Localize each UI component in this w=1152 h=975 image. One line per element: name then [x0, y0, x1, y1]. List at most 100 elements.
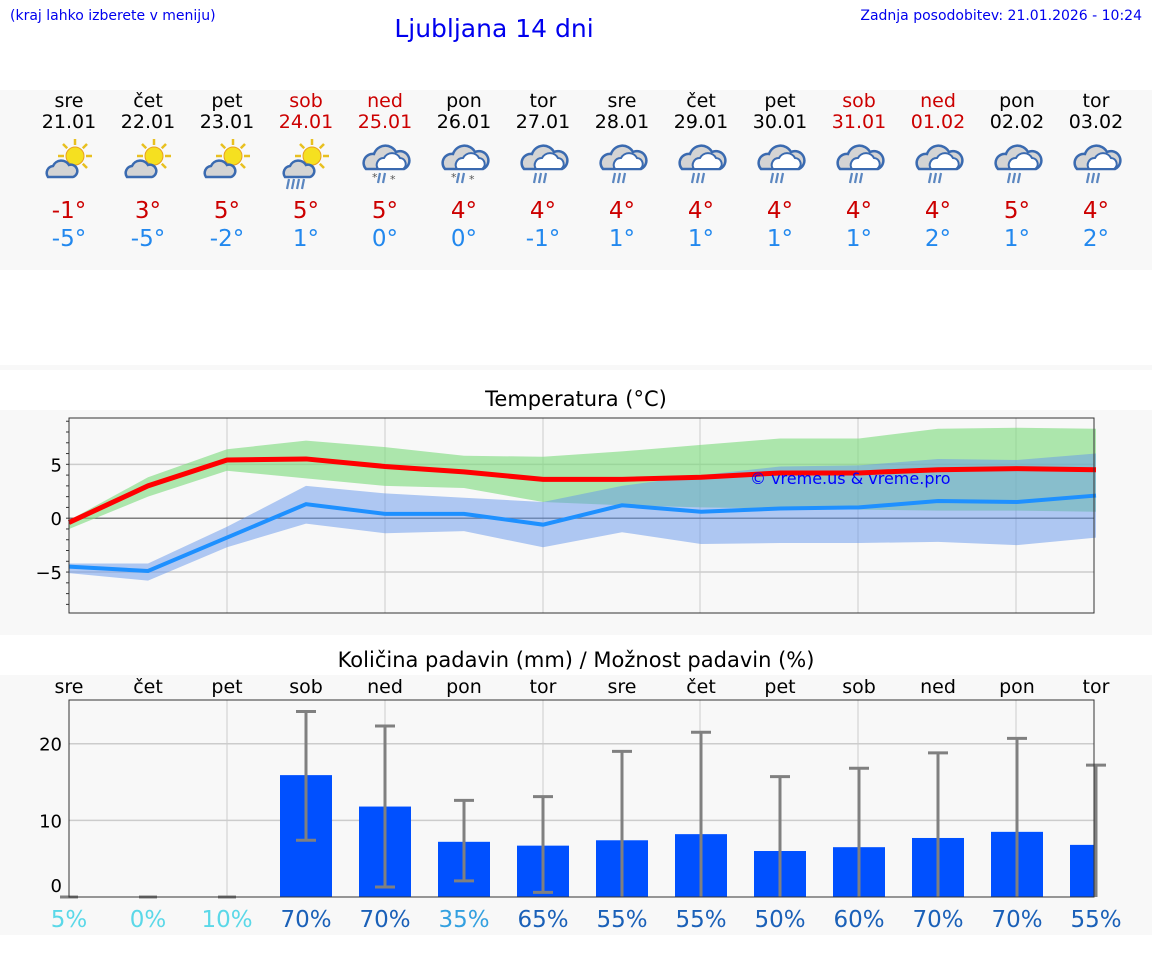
min-temp-line: [68, 493, 1097, 574]
precipitation-chart-title: Količina padavin (mm) / Možnost padavin …: [337, 648, 815, 672]
error-bar: [928, 751, 948, 897]
max-temp: 4°: [845, 198, 873, 224]
x-day-label: ned: [920, 676, 956, 698]
day-date: 31.01: [831, 111, 887, 133]
day-date: 26.01: [436, 111, 492, 133]
x-day-label: pon: [446, 676, 482, 698]
day-date: 30.01: [752, 111, 808, 133]
plot-frame: [68, 699, 1095, 898]
precip-probability: 55%: [675, 907, 726, 933]
cloud-rain-icon: [520, 144, 569, 184]
min-temp: 2°: [1082, 226, 1110, 252]
max-temp: 4°: [608, 198, 636, 224]
precip-probability: 55%: [1070, 907, 1121, 933]
day-name: čet: [686, 90, 716, 112]
precip-probability: 50%: [754, 907, 805, 933]
max-temp: 4°: [924, 198, 952, 224]
min-temp: 1°: [845, 226, 873, 252]
svg-text:*: *: [451, 171, 457, 184]
temperature-chart: 5 0 −5 © vreme.us & vreme.pro: [0, 410, 1152, 635]
day-name: sre: [607, 90, 637, 112]
day-name: tor: [1082, 90, 1110, 112]
day-name: pet: [211, 90, 243, 112]
sun-cloud-icon: [124, 139, 171, 179]
svg-text:*: *: [372, 171, 378, 184]
day-column: sre 28.01 4° 1°: [582, 90, 662, 253]
divider: [0, 365, 1152, 370]
day-column: ned 25.01 * * 5° 0°: [345, 90, 425, 253]
max-temp: 5°: [292, 198, 320, 224]
day-name: čet: [133, 90, 163, 112]
min-temp: 2°: [924, 226, 952, 252]
min-temp: 1°: [608, 226, 636, 252]
error-bar: [849, 766, 869, 897]
precip-probability: 5%: [51, 907, 88, 933]
y-tick-label: 20: [39, 735, 62, 756]
error-bar: [296, 709, 316, 842]
cloud-rain-icon: [994, 144, 1043, 184]
min-temp: -5°: [51, 226, 87, 252]
cloud-rain-icon: [836, 144, 885, 184]
error-bar: [691, 730, 711, 897]
min-temp: 0°: [450, 226, 478, 252]
day-column: sob 24.01 5° 1°: [266, 90, 346, 253]
temperature-chart-svg: 5 0 −5 © vreme.us & vreme.pro: [35, 417, 1097, 614]
day-date: 24.01: [278, 111, 334, 133]
day-date: 25.01: [357, 111, 413, 133]
precip-probability: 70%: [280, 907, 331, 933]
precipitation-chart: sre 5% čet 0% pet 10% sob 70% ned 70% pon 35% tor 65%…: [0, 675, 1152, 935]
max-temp: -1°: [51, 198, 87, 224]
max-temp: 4°: [529, 198, 557, 224]
min-temp: 1°: [687, 226, 715, 252]
day-date: 22.01: [120, 111, 176, 133]
x-day-label: pon: [999, 676, 1035, 698]
day-date: 03.02: [1068, 111, 1124, 133]
error-bar: [1086, 763, 1106, 897]
min-temp: 0°: [371, 226, 399, 252]
cloud-rain-icon: [915, 144, 964, 184]
day-name: pon: [446, 90, 482, 112]
cloud-sleet-icon: * *: [362, 144, 411, 186]
day-name: pon: [999, 90, 1035, 112]
x-day-label: čet: [686, 676, 716, 698]
temperature-chart-title: Temperatura (°C): [485, 387, 667, 411]
day-column: tor 03.02 4° 2°: [1056, 90, 1136, 253]
min-temp: -1°: [525, 226, 561, 252]
sun-cloud-icon: [45, 139, 92, 179]
day-column: sob 31.01 4° 1°: [819, 90, 899, 253]
error-bar: [454, 798, 474, 883]
y-tick-label: 5: [51, 455, 62, 476]
y-tick-label: 10: [39, 811, 62, 832]
cloud-rain-icon: [599, 144, 648, 184]
cloud-rain-icon: [1073, 144, 1122, 184]
max-temp: 5°: [1003, 198, 1031, 224]
sun-cloud-icon: [203, 139, 250, 179]
max-temp: 3°: [134, 198, 162, 224]
cloud-sleet-icon: * *: [441, 144, 490, 186]
max-temp: 5°: [371, 198, 399, 224]
day-column: ned 01.02 4° 2°: [898, 90, 978, 253]
max-temp-line: [67, 456, 1097, 525]
day-column: pet 30.01 4° 1°: [740, 90, 820, 253]
precipitation-chart-svg: sre 5% čet 0% pet 10% sob 70% ned 70% pon 35% tor 65%…: [39, 676, 1121, 933]
day-column: pon 26.01 * * 4° 0°: [424, 90, 504, 253]
precip-probability: 60%: [833, 907, 884, 933]
page-title: Ljubljana 14 dni: [394, 14, 594, 43]
day-column: čet 29.01 4° 1°: [661, 90, 741, 253]
svg-text:*: *: [469, 173, 475, 186]
x-day-label: sre: [55, 676, 84, 698]
svg-text:*: *: [390, 173, 396, 186]
max-temp: 4°: [1082, 198, 1110, 224]
precip-bar: [1070, 844, 1094, 897]
day-date: 29.01: [673, 111, 729, 133]
max-temp: 5°: [213, 198, 241, 224]
location-hint: (kraj lahko izberete v meniju): [10, 8, 216, 24]
day-name: sob: [289, 90, 323, 112]
precip-probability: 0%: [130, 907, 167, 933]
x-day-label: sre: [608, 676, 637, 698]
error-bar: [1007, 736, 1027, 897]
cloud-rain-icon: [757, 144, 806, 184]
y-tick-label: 0: [51, 509, 62, 530]
max-temp: 4°: [766, 198, 794, 224]
precip-probability: 70%: [991, 907, 1042, 933]
